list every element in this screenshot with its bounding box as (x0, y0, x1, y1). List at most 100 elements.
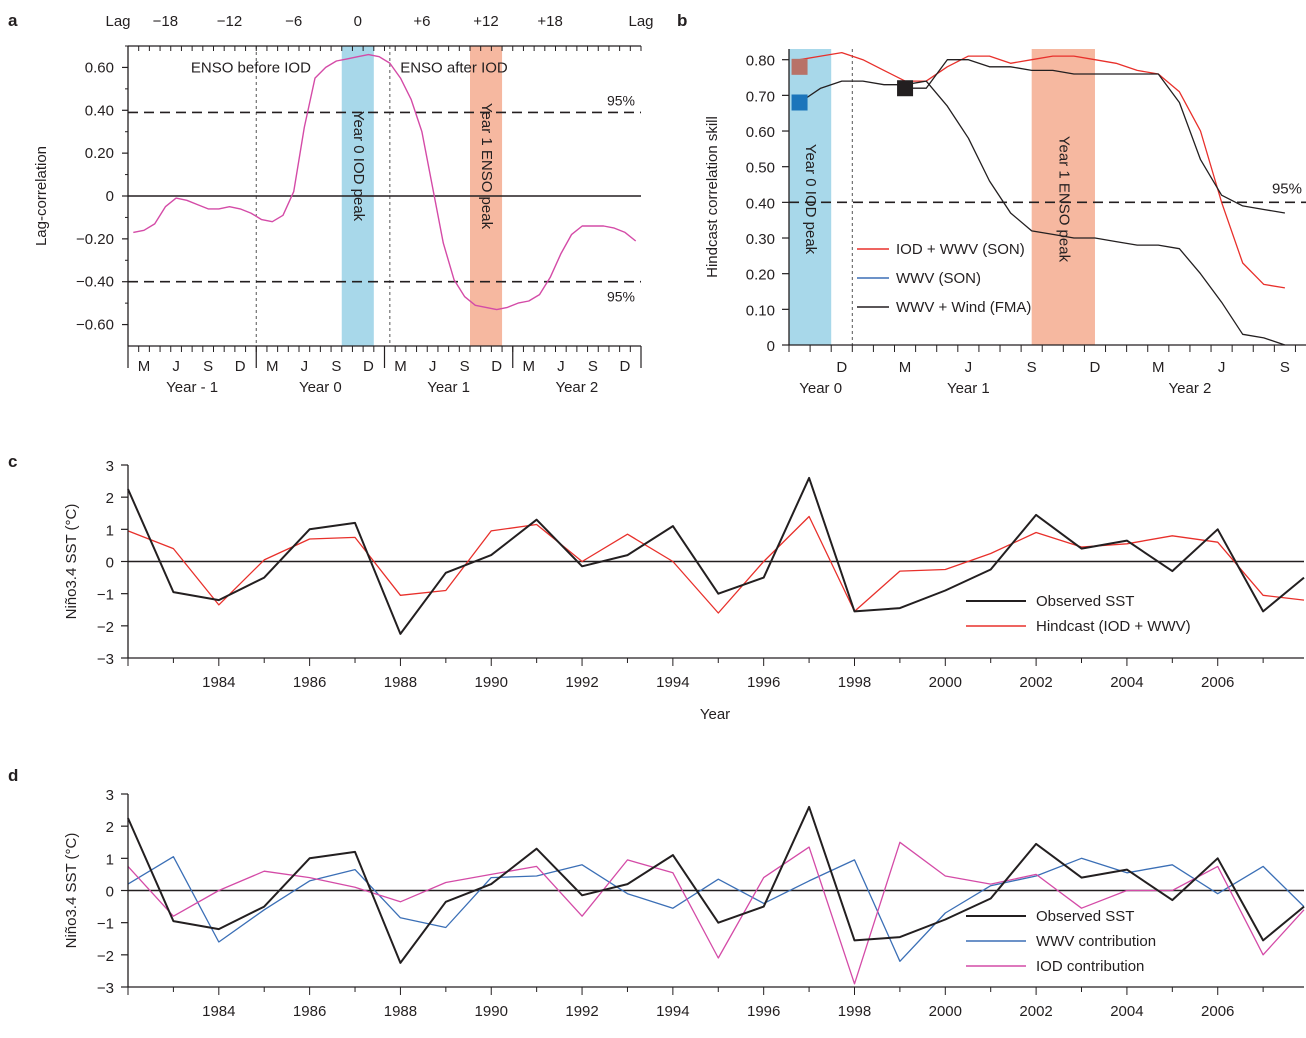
month-tick-label-1: M (899, 359, 912, 376)
y-tick-label-0: 0.60 (85, 59, 114, 76)
top-tick-label-6: +18 (537, 13, 562, 30)
annotation-1: ENSO after IOD (400, 59, 508, 76)
annotation-0: ENSO before IOD (191, 59, 311, 76)
month-tick-label-13: J (557, 358, 565, 375)
y-tick-label-2: 0.20 (85, 145, 114, 162)
year-label-1: Year 1 (947, 380, 990, 397)
y-tick-label-3: 0 (106, 884, 114, 901)
series-line-0 (799, 51, 1286, 289)
y-tick-label-3: 0.50 (746, 160, 775, 177)
y-axis-title: Niño3.4 SST (°C) (63, 833, 80, 949)
series-line-0 (127, 476, 1305, 635)
month-tick-label-0: M (138, 358, 151, 375)
series-line-0 (133, 53, 637, 311)
top-tick-label-2: −6 (285, 13, 302, 30)
panel-label-d: d (8, 766, 18, 785)
month-tick-label-12: M (523, 358, 536, 375)
month-tick-label-7: D (363, 358, 374, 375)
month-tick-label-6: S (331, 358, 341, 375)
series-line-2 (127, 841, 1305, 985)
panel-b: b Year 0 IOD peak Year 1 ENSO peak 95% 0.80 0… (677, 11, 1306, 397)
y-tick-label-2: 1 (106, 522, 114, 539)
y-tick-label-1: 0.40 (85, 102, 114, 119)
y-tick-label-6: −0.60 (76, 317, 114, 334)
year-label-0: Year 0 (799, 380, 842, 397)
month-tick-label-11: D (491, 358, 502, 375)
y-tick-label-7: 0.10 (746, 302, 775, 319)
month-tick-label-6: J (1218, 359, 1226, 376)
y-axis-title: Niño3.4 SST (°C) (63, 504, 80, 620)
band-label-0: Year 0 IOD peak (350, 111, 367, 222)
threshold-label-0: 95% (1272, 180, 1302, 197)
y-tick-label-5: 0.30 (746, 231, 775, 248)
top-tick-label-3: 0 (354, 13, 362, 30)
legend-label-1: WWV contribution (1036, 933, 1156, 950)
y-tick-label-3: 0 (106, 188, 114, 205)
band-1 (1031, 49, 1095, 345)
x-tick-label-9: 2002 (1019, 1003, 1052, 1020)
y-tick-label-6: −3 (97, 980, 114, 997)
panel-c: c 3 2 1 0 −1 −2 −3 1984 1986 1988 1990 1992 1994 1996 1… (8, 452, 1305, 723)
band-label-0: Year 0 IOD peak (802, 144, 819, 255)
top-tick-label-1: −12 (217, 13, 242, 30)
x-tick-label-11: 2006 (1201, 674, 1234, 691)
month-tick-label-3: S (1027, 359, 1037, 376)
x-tick-label-6: 1996 (747, 674, 780, 691)
month-tick-label-3: D (235, 358, 246, 375)
month-tick-label-5: J (301, 358, 309, 375)
month-tick-label-5: M (1152, 359, 1165, 376)
x-tick-label-11: 2006 (1201, 1003, 1234, 1020)
top-tick-label-5: +12 (473, 13, 498, 30)
x-tick-label-0: 1984 (202, 674, 235, 691)
x-tick-label-7: 1998 (838, 1003, 871, 1020)
legend-label-0: Observed SST (1036, 593, 1134, 610)
x-tick-label-3: 1990 (475, 1003, 508, 1020)
threshold-label-0: 95% (607, 92, 635, 108)
x-tick-label-10: 2004 (1110, 1003, 1143, 1020)
panel-label-c: c (8, 452, 17, 471)
panel-a: a Year 0 IOD peak Year 1 ENSO peak 95% 95% EN… (8, 11, 654, 396)
y-tick-label-0: 3 (106, 787, 114, 804)
month-tick-label-8: M (394, 358, 407, 375)
x-tick-label-10: 2004 (1110, 674, 1143, 691)
band-label-1: Year 1 ENSO peak (478, 103, 495, 230)
y-tick-label-6: −3 (97, 651, 114, 668)
month-tick-label-1: J (172, 358, 180, 375)
y-tick-label-0: 0.80 (746, 53, 775, 70)
x-axis-title: Year (700, 706, 730, 723)
y-axis-title: Hindcast correlation skill (704, 116, 721, 278)
y-tick-label-4: −0.20 (76, 231, 114, 248)
top-tick-label-0: −18 (153, 13, 178, 30)
month-tick-label-4: D (1090, 359, 1101, 376)
month-tick-label-9: J (429, 358, 437, 375)
legend-label-1: WWV (SON) (896, 270, 981, 287)
x-tick-label-4: 1992 (565, 674, 598, 691)
top-tick-label-4: +6 (413, 13, 430, 30)
panel-label-a: a (8, 11, 18, 30)
y-tick-label-6: 0.20 (746, 267, 775, 284)
y-tick-label-1: 0.70 (746, 88, 775, 105)
y-tick-label-4: 0.40 (746, 195, 775, 212)
x-tick-label-1: 1986 (293, 674, 326, 691)
x-tick-label-1: 1986 (293, 1003, 326, 1020)
legend-label-2: IOD contribution (1036, 958, 1144, 975)
top-axis-label-right: Lag (628, 13, 653, 30)
legend-label-0: Observed SST (1036, 908, 1134, 925)
series-line-1 (127, 515, 1305, 614)
x-tick-label-8: 2000 (929, 1003, 962, 1020)
x-tick-label-6: 1996 (747, 1003, 780, 1020)
legend-label-2: WWV + Wind (FMA) (896, 299, 1031, 316)
x-tick-label-0: 1984 (202, 1003, 235, 1020)
month-tick-label-4: M (266, 358, 279, 375)
month-tick-label-7: S (1280, 359, 1290, 376)
y-tick-label-4: −1 (97, 587, 114, 604)
x-tick-label-8: 2000 (929, 674, 962, 691)
month-tick-label-15: D (620, 358, 631, 375)
y-tick-label-5: −0.40 (76, 274, 114, 291)
y-tick-label-4: −1 (97, 916, 114, 933)
x-tick-label-4: 1992 (565, 1003, 598, 1020)
series-line-1 (799, 80, 1286, 346)
x-tick-label-3: 1990 (475, 674, 508, 691)
y-tick-label-3: 0 (106, 555, 114, 572)
